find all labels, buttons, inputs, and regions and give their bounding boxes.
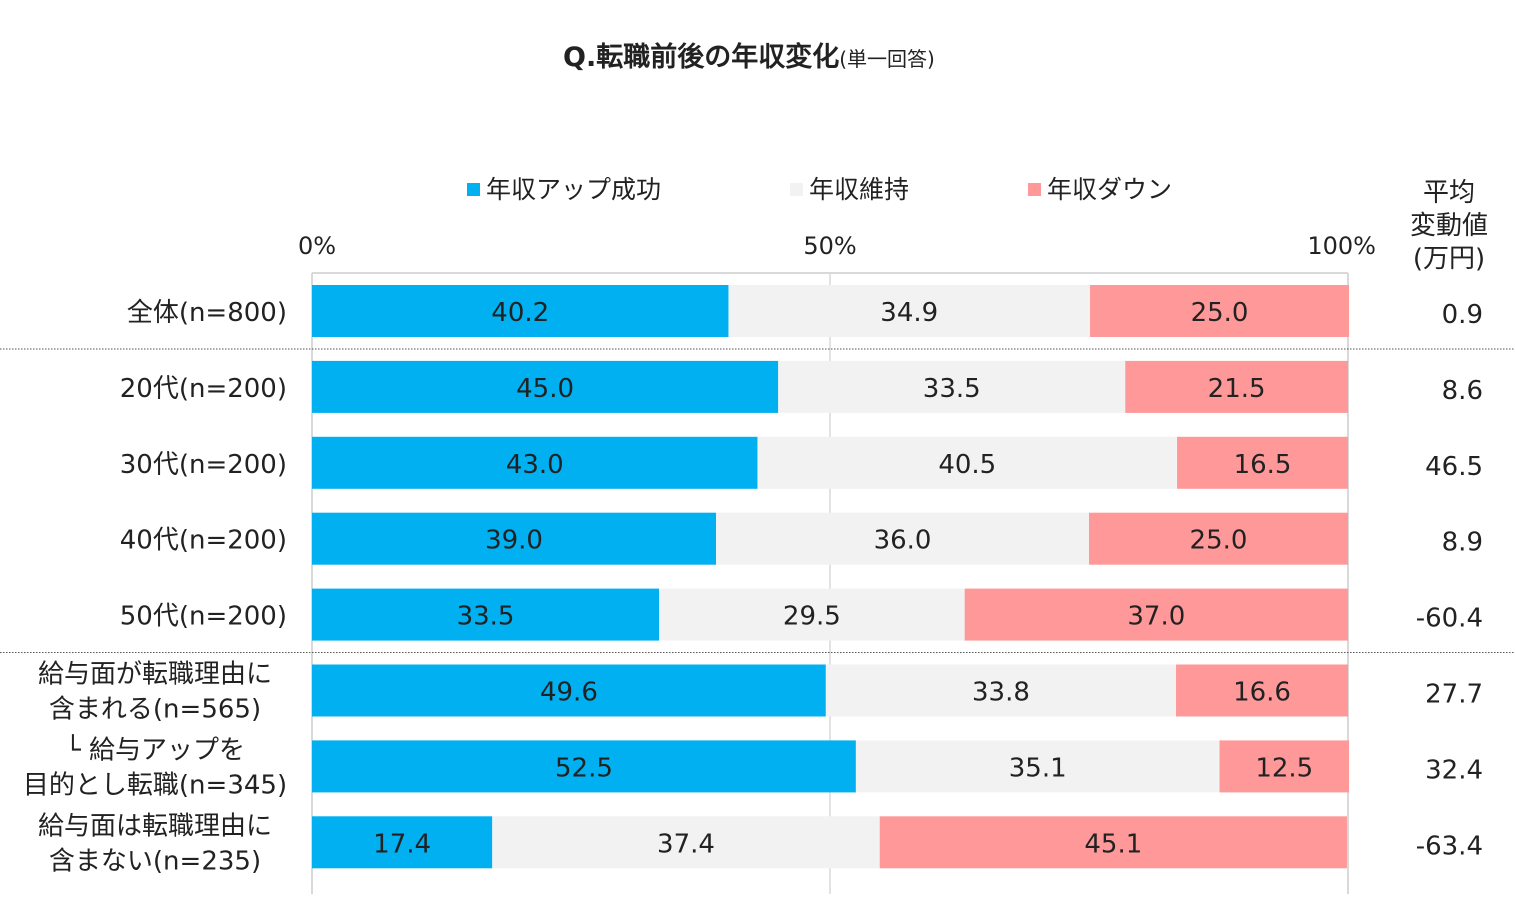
average-change-value: 46.5 xyxy=(1425,452,1483,482)
bar-segment xyxy=(1219,740,1350,793)
data-label: 33.5 xyxy=(457,602,515,632)
data-label: 49.6 xyxy=(540,678,598,708)
side-column-header-line: 平均 xyxy=(1423,178,1475,208)
category-label-line: 給与面は転職理由に xyxy=(38,811,272,841)
category-label: 30代(n=200) xyxy=(120,450,287,480)
data-label: 52.5 xyxy=(555,753,613,783)
category-label-line: 含まれる(n=565) xyxy=(49,695,261,725)
data-label: 25.0 xyxy=(1190,526,1248,556)
bar-segment xyxy=(1089,512,1348,565)
average-change-value: -63.4 xyxy=(1416,831,1483,861)
bar-segment xyxy=(879,816,1347,869)
category-label: └ 給与アップを目的とし転職(n=345) xyxy=(23,733,287,800)
legend-swatch xyxy=(467,183,480,196)
average-change-value: 32.4 xyxy=(1425,755,1483,785)
x-tick-label: 100% xyxy=(1307,232,1376,260)
legend-label: 年収維持 xyxy=(809,175,909,204)
x-tick-label: 50% xyxy=(803,232,856,260)
side-column-header-line: 変動値 xyxy=(1410,211,1488,241)
category-label-line: 給与面が転職理由に xyxy=(38,660,272,690)
category-label: 50代(n=200) xyxy=(120,602,287,632)
data-label: 36.0 xyxy=(874,526,932,556)
category-label: 給与面が転職理由に含まれる(n=565) xyxy=(38,660,272,725)
side-column-header: 平均変動値(万円) xyxy=(1410,178,1488,274)
bar-segment xyxy=(312,360,779,413)
bar-segment xyxy=(855,740,1220,793)
bar-segment xyxy=(1090,285,1350,337)
bar-segment xyxy=(1125,360,1348,413)
data-label: 33.8 xyxy=(972,678,1030,708)
side-column-header-line: (万円) xyxy=(1413,244,1485,274)
category-label: 給与面は転職理由に含まない(n=235) xyxy=(38,811,272,876)
average-change-value: -60.4 xyxy=(1416,604,1483,634)
legend-swatch xyxy=(790,183,803,196)
average-change-value: 0.9 xyxy=(1442,300,1483,330)
bar-segment xyxy=(964,588,1348,641)
category-label-line: 含まない(n=235) xyxy=(49,846,261,876)
data-label: 25.0 xyxy=(1191,298,1249,328)
average-change-value: 27.7 xyxy=(1425,680,1483,710)
bar-segment xyxy=(312,588,660,641)
legend-label: 年収ダウン xyxy=(1047,175,1172,204)
category-label-line: 目的とし転職(n=345) xyxy=(23,770,287,800)
chart-subtitle: (単一回答) xyxy=(839,47,935,71)
plot-area: 0% 50% 100% 40.2 34.9 25.0 全体(n=800) 45.0 33.5 21… xyxy=(0,232,1515,894)
data-label: 45.0 xyxy=(516,374,574,404)
bar-segment xyxy=(728,285,1091,337)
chart-title: Q.転職前後の年収変化(単一回答) xyxy=(563,41,935,73)
data-label: 16.6 xyxy=(1233,678,1291,708)
bar-segment xyxy=(312,512,717,565)
bar-segment xyxy=(778,360,1126,413)
data-label: 43.0 xyxy=(506,450,564,480)
data-label: 35.1 xyxy=(1009,753,1067,783)
data-label: 37.0 xyxy=(1127,602,1185,632)
data-label: 40.2 xyxy=(491,298,549,328)
average-change-value: 8.6 xyxy=(1442,376,1483,406)
data-label: 16.5 xyxy=(1234,450,1292,480)
data-label: 12.5 xyxy=(1255,753,1313,783)
bar-segment xyxy=(492,816,880,869)
average-change-column: 平均変動値(万円) 0.9 8.6 46.5 8.9 -60.4 27.7 32.4 -63.4 xyxy=(1410,178,1488,861)
data-label: 33.5 xyxy=(923,374,981,404)
category-label: 全体(n=800) xyxy=(127,298,287,328)
data-label: 40.5 xyxy=(938,450,996,480)
category-label: 20代(n=200) xyxy=(120,374,287,404)
bar-segment xyxy=(1176,664,1348,717)
data-label: 45.1 xyxy=(1084,829,1142,859)
legend-swatch xyxy=(1028,183,1041,196)
legend: 年収アップ成功 年収維持 年収ダウン xyxy=(467,175,1172,204)
bar-segment xyxy=(825,664,1177,717)
bar-segment xyxy=(312,816,493,869)
bar-segment xyxy=(312,664,826,717)
bar-segment xyxy=(312,436,758,489)
data-label: 29.5 xyxy=(783,602,841,632)
bar-segment xyxy=(312,285,729,337)
data-label: 34.9 xyxy=(880,298,938,328)
bar-segment xyxy=(659,588,965,641)
bar-segment xyxy=(716,512,1089,565)
x-tick-label: 0% xyxy=(298,232,336,260)
category-label: 40代(n=200) xyxy=(120,526,287,556)
data-label: 39.0 xyxy=(485,526,543,556)
data-label: 21.5 xyxy=(1208,374,1266,404)
bar-segment xyxy=(312,740,856,793)
legend-label: 年収アップ成功 xyxy=(486,175,661,204)
bar-segment xyxy=(757,436,1178,489)
average-change-value: 8.9 xyxy=(1442,528,1483,558)
data-label: 37.4 xyxy=(657,829,715,859)
category-label-line: └ 給与アップを xyxy=(65,733,245,765)
bar-segment xyxy=(1177,436,1348,489)
data-label: 17.4 xyxy=(373,829,431,859)
